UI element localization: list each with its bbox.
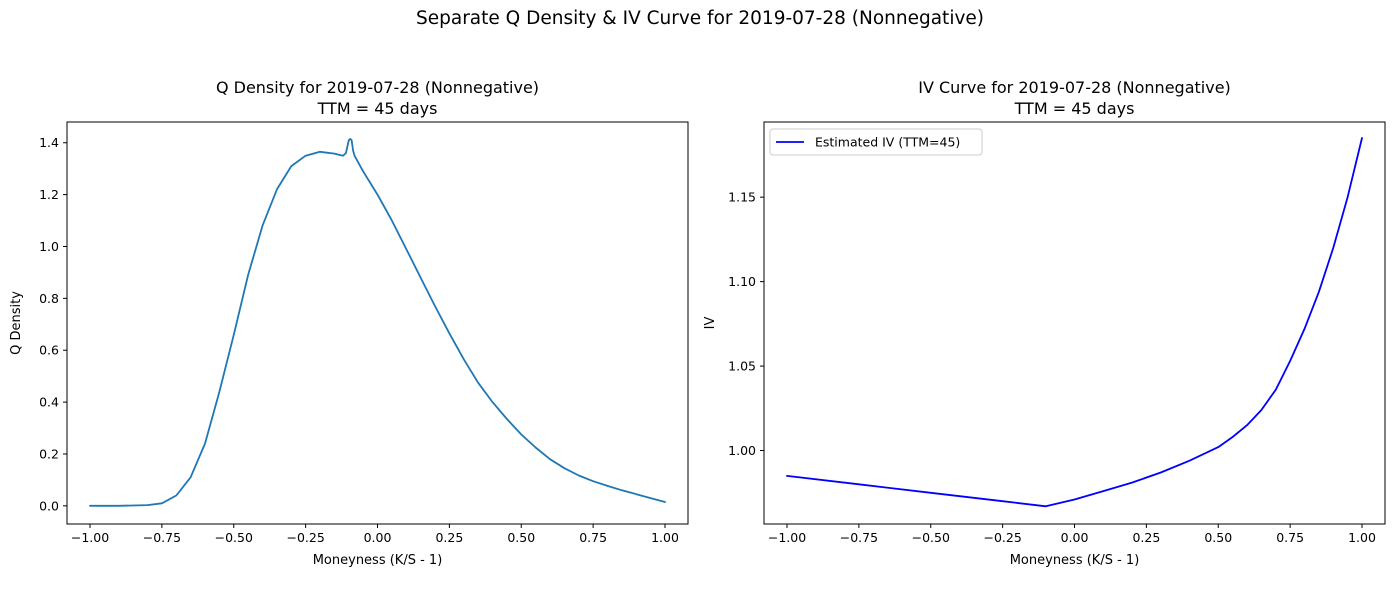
y-tick-label: 1.10	[728, 274, 756, 289]
series-line	[89, 137, 666, 507]
y-axis-label: Q Density	[9, 291, 24, 355]
q-density-panel: Q Density for 2019-07-28 (Nonnegative) TT…	[9, 78, 689, 568]
y-tick-label: 0.4	[39, 395, 59, 410]
iv-curve-panel: IV Curve for 2019-07-28 (Nonnegative) TTM…	[703, 78, 1386, 568]
y-tick-label: 1.4	[39, 135, 59, 150]
x-tick-label: −0.25	[983, 530, 1021, 545]
x-tick-label: −0.25	[286, 530, 324, 545]
y-tick-label: 0.6	[39, 343, 59, 358]
x-tick-label: 0.50	[1204, 530, 1232, 545]
x-tick-label: 0.25	[1132, 530, 1160, 545]
chart-title: Q Density for 2019-07-28 (Nonnegative)	[216, 78, 539, 97]
y-tick-label: 0.0	[39, 498, 59, 513]
figure-suptitle: Separate Q Density & IV Curve for 2019-0…	[415, 8, 985, 29]
x-tick-label: 1.00	[1348, 530, 1376, 545]
y-tick-label: 1.05	[728, 359, 756, 374]
x-tick-label: −0.50	[215, 530, 253, 545]
x-tick-label: −1.00	[768, 530, 806, 545]
x-axis-label: Moneyness (K/S - 1)	[313, 553, 443, 568]
legend-label: Estimated IV (TTM=45)	[815, 135, 960, 150]
x-tick-label: −1.00	[71, 530, 109, 545]
y-tick-label: 1.0	[39, 239, 59, 254]
x-tick-label: −0.75	[143, 530, 181, 545]
x-tick-label: −0.50	[912, 530, 950, 545]
legend: Estimated IV (TTM=45)	[769, 128, 983, 156]
chart-subtitle: TTM = 45 days	[1014, 99, 1135, 118]
y-tick-label: 1.00	[728, 443, 756, 458]
chart-subtitle: TTM = 45 days	[317, 99, 438, 118]
chart-title: IV Curve for 2019-07-28 (Nonnegative)	[918, 78, 1231, 97]
y-tick-label: 0.2	[39, 446, 59, 461]
x-tick-label: 1.00	[651, 530, 679, 545]
y-axis-label: IV	[703, 317, 718, 330]
x-tick-label: 0.50	[507, 530, 535, 545]
legend-box	[769, 128, 983, 156]
axes-frame	[763, 121, 1386, 525]
y-tick-label: 1.15	[728, 190, 756, 205]
x-tick-label: 0.75	[1276, 530, 1304, 545]
x-tick-label: 0.00	[1061, 530, 1089, 545]
x-tick-label: 0.00	[364, 530, 392, 545]
series-line	[786, 137, 1363, 508]
x-tick-label: 0.25	[435, 530, 463, 545]
y-tick-label: 0.8	[39, 291, 59, 306]
axes-frame	[66, 121, 689, 525]
x-axis-label: Moneyness (K/S - 1)	[1010, 553, 1140, 568]
x-tick-label: −0.75	[840, 530, 878, 545]
y-tick-label: 1.2	[39, 187, 59, 202]
x-tick-label: 0.75	[579, 530, 607, 545]
